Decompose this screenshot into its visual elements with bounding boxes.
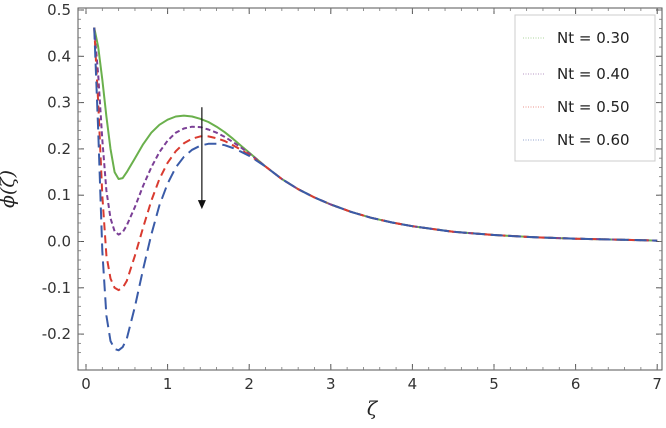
x-axis-label: ζ	[367, 398, 379, 420]
x-tick-label: 2	[244, 375, 254, 393]
x-tick-label: 7	[652, 375, 662, 393]
x-tick-label: 3	[326, 375, 336, 393]
legend: Nt = 0.30 Nt = 0.40 Nt = 0.50 Nt = 0.60	[514, 14, 656, 162]
x-tick-label: 0	[81, 375, 91, 393]
y-tick-label: 0.3	[47, 94, 71, 112]
series-lines	[93, 27, 658, 352]
y-tick-label: 0.0	[47, 233, 71, 251]
legend-label-2: Nt = 0.40	[557, 65, 630, 83]
x-tick-label: 4	[408, 375, 418, 393]
x-tick-label: 6	[571, 375, 581, 393]
y-tick-label: 0.1	[47, 186, 71, 204]
y-tick-label: 0.4	[47, 47, 71, 65]
x-tick-label: 5	[489, 375, 499, 393]
x-tick-label: 1	[163, 375, 173, 393]
y-tick-label: -0.2	[42, 325, 71, 343]
series-line-3	[93, 27, 658, 292]
y-tick-label: -0.1	[42, 279, 71, 297]
x-axis-ticks: 0 1 2 3 4 5 6 7	[81, 8, 662, 393]
legend-label-4: Nt = 0.60	[557, 131, 630, 149]
legend-box	[514, 14, 656, 162]
y-tick-label: 0.2	[47, 140, 71, 158]
y-axis-label: ϕ(ζ)	[0, 170, 19, 208]
y-axis-ticks: 0.5 0.4 0.3 0.2 0.1 0.0 -0.1 -0.2	[42, 1, 662, 354]
trend-arrow	[197, 107, 206, 210]
arrow-head	[197, 200, 206, 210]
legend-label-1: Nt = 0.30	[557, 29, 630, 47]
plot-frame	[77, 7, 663, 371]
series-line-4	[93, 27, 658, 352]
legend-label-3: Nt = 0.50	[557, 98, 630, 116]
y-tick-label: 0.5	[47, 1, 71, 19]
